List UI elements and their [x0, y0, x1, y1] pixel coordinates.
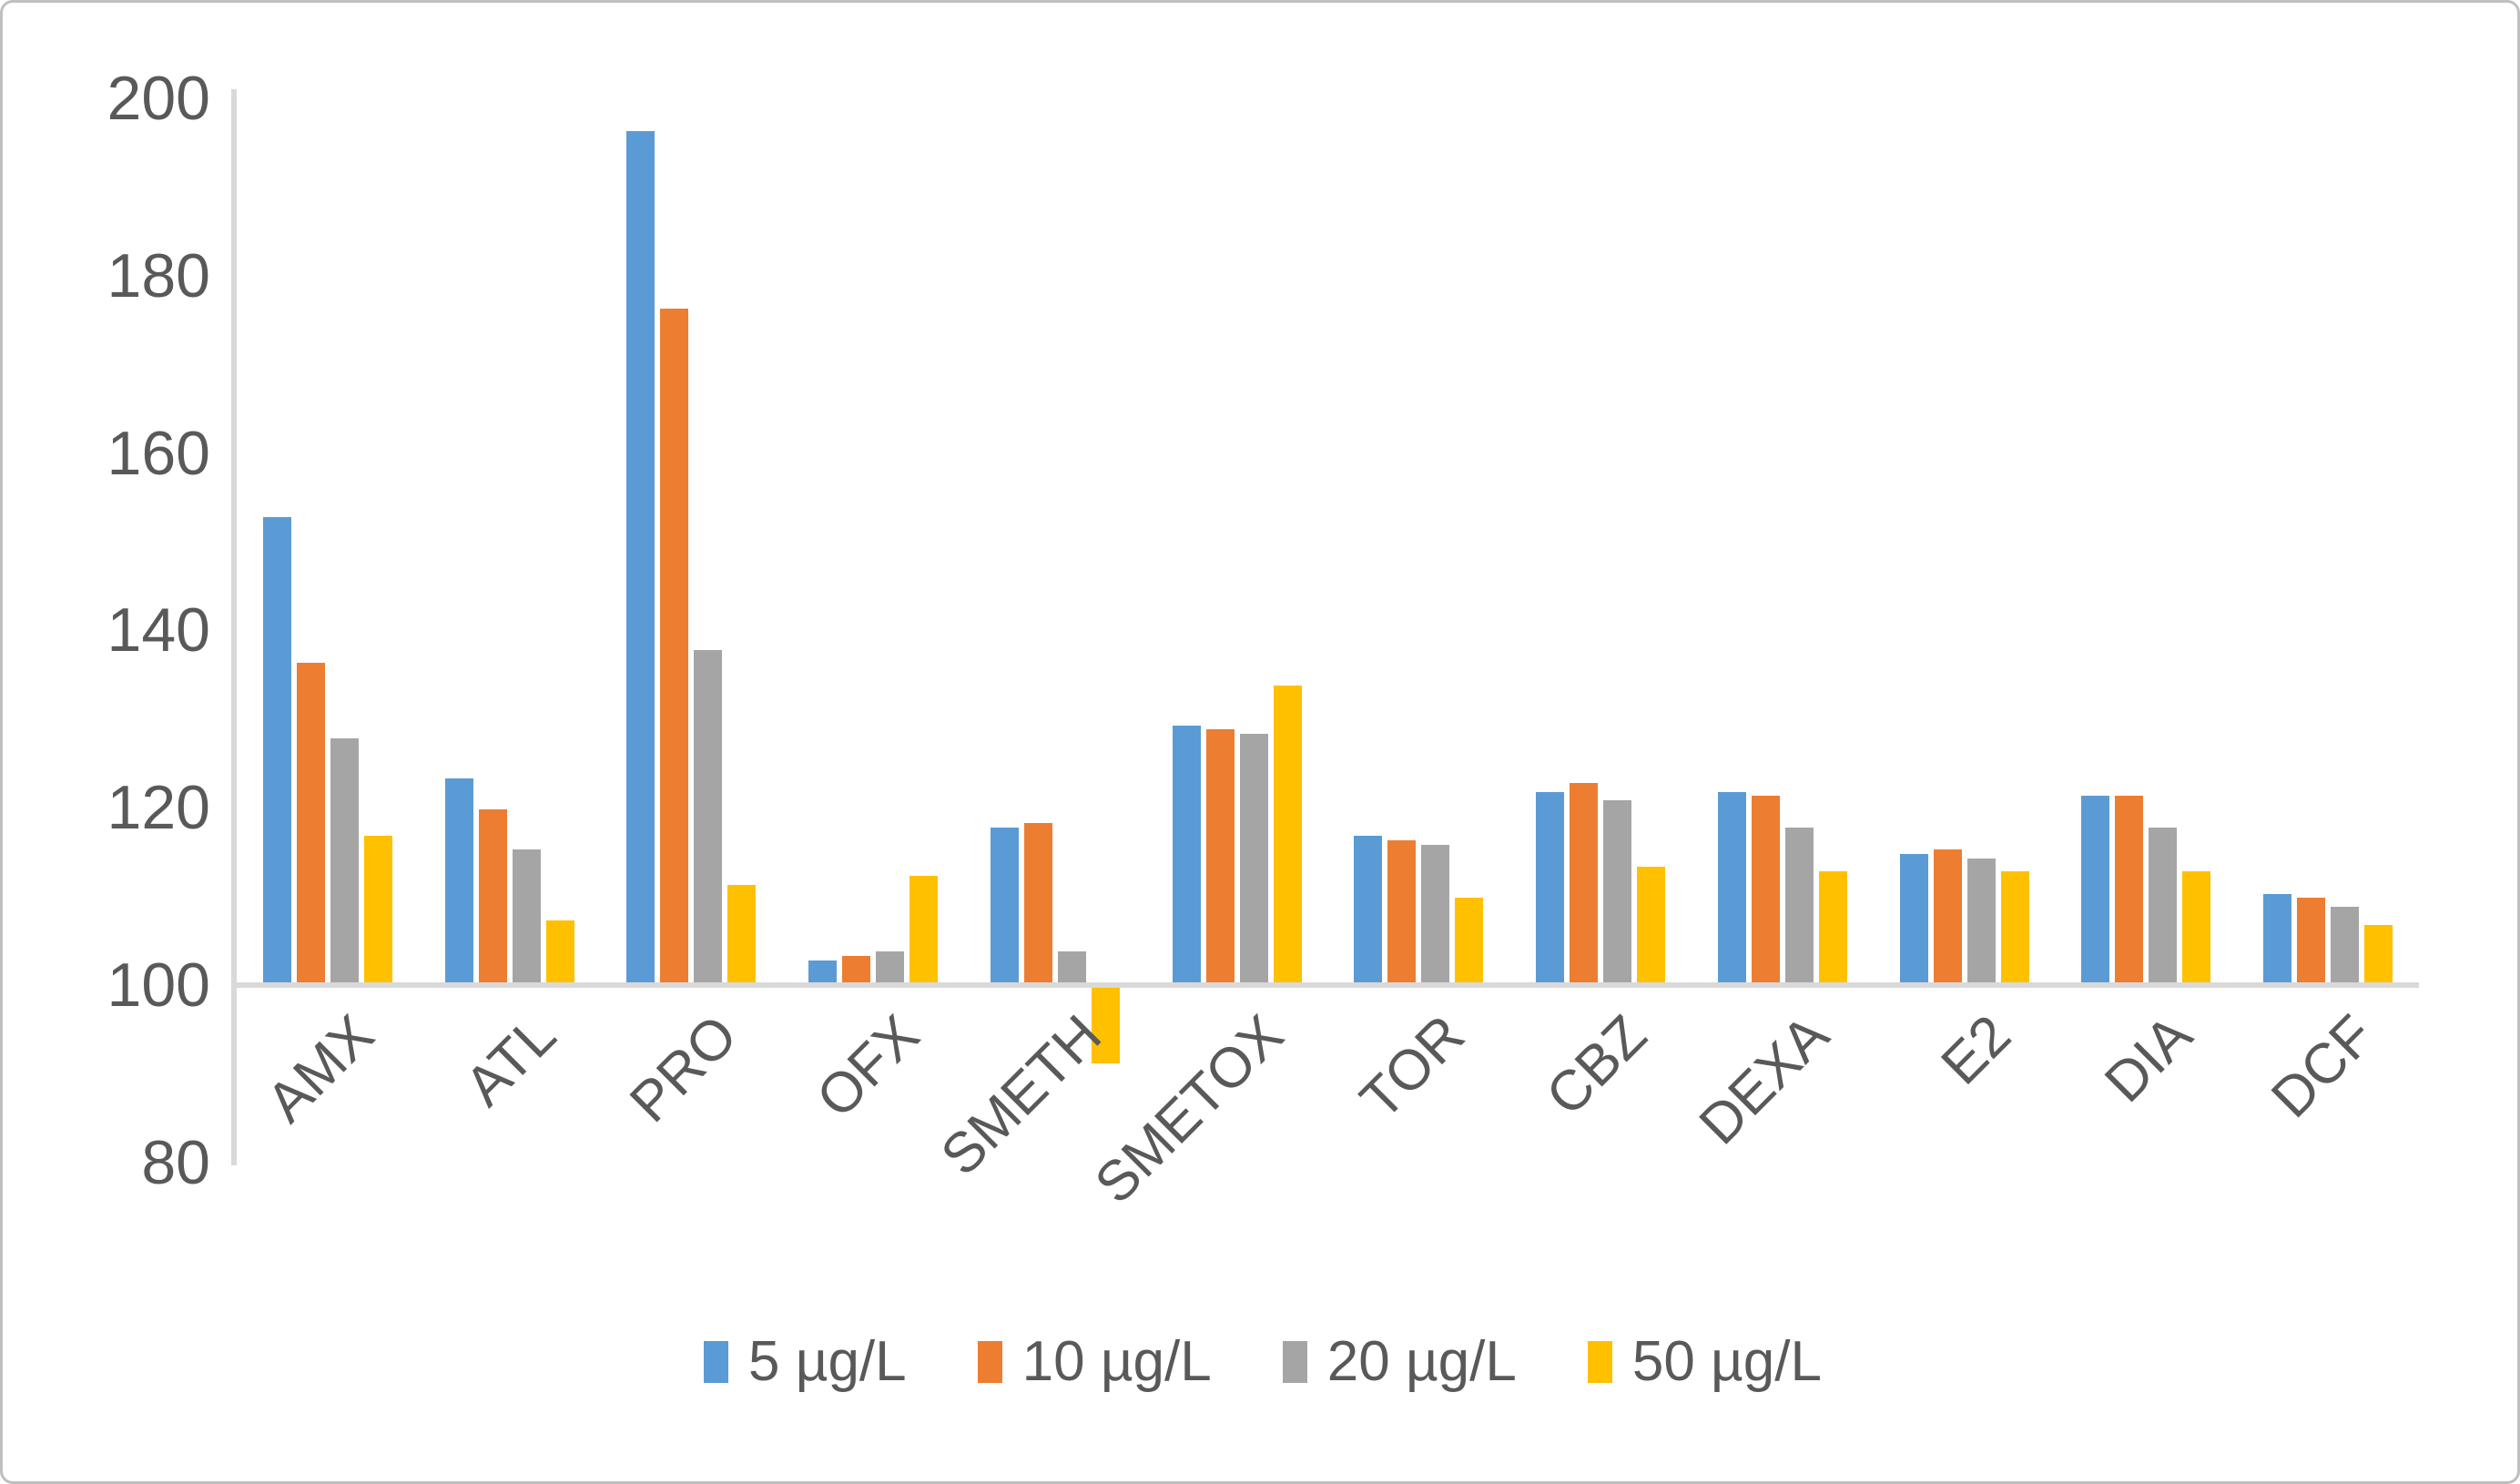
bar-e2-5-µg-l — [1899, 853, 1928, 982]
bar-pro-10-µg-l — [660, 308, 689, 982]
bar-atl-5-µg-l — [444, 778, 473, 982]
plot-area: 200 180 160 140 120 100 80 AMX ATL PRO OFX SMETH SM… — [3, 3, 2517, 1481]
bar-smetox-20-µg-l — [1239, 734, 1268, 982]
y-tick-label: 80 — [141, 1127, 210, 1197]
bar-dexa-5-µg-l — [1717, 791, 1746, 982]
bar-dcf-10-µg-l — [2297, 898, 2326, 982]
legend-swatch-icon — [977, 1341, 1002, 1383]
bar-tor-10-µg-l — [1387, 840, 1417, 982]
bar-amx-20-µg-l — [330, 738, 359, 982]
bar-e2-50-µg-l — [2000, 871, 2029, 982]
category-label-amx: AMX — [255, 1003, 386, 1134]
category-label-dexa: DEXA — [1687, 1003, 1841, 1157]
bar-smetox-10-µg-l — [1205, 729, 1235, 982]
bar-dexa-20-µg-l — [1784, 827, 1814, 982]
bar-amx-50-µg-l — [363, 836, 392, 982]
y-tick-label: 140 — [107, 595, 210, 666]
bar-e2-20-µg-l — [1966, 858, 1996, 982]
bar-dcf-5-µg-l — [2263, 893, 2292, 982]
bar-dcf-50-µg-l — [2364, 924, 2393, 982]
x-axis-baseline — [231, 982, 2419, 988]
category-label-ofx: OFX — [805, 1003, 932, 1131]
bar-tor-50-µg-l — [1455, 898, 1484, 982]
bar-ofx-10-µg-l — [842, 955, 871, 982]
y-tick-label: 200 — [107, 64, 210, 133]
bar-dia-20-µg-l — [2149, 827, 2178, 982]
y-tick-label: 120 — [107, 773, 210, 843]
bar-dia-50-µg-l — [2182, 871, 2211, 982]
legend-label: 5 µg/L — [748, 1330, 907, 1393]
legend-item-20-µg-l: 20 µg/L — [1282, 1330, 1517, 1393]
legend-label: 50 µg/L — [1631, 1330, 1822, 1393]
legend: 5 µg/L 10 µg/L 20 µg/L 50 µg/L — [3, 1321, 2517, 1403]
bar-ofx-20-µg-l — [876, 950, 905, 982]
y-axis-line — [231, 89, 237, 1165]
bar-smetox-50-µg-l — [1273, 685, 1302, 982]
bar-ofx-50-µg-l — [909, 876, 939, 982]
bar-smeth-10-µg-l — [1023, 822, 1052, 982]
bar-dia-10-µg-l — [2115, 796, 2144, 982]
y-tick-label: 160 — [107, 418, 210, 488]
bar-e2-10-µg-l — [1933, 849, 1962, 982]
bar-ofx-5-µg-l — [808, 960, 838, 982]
category-label-atl: ATL — [452, 1003, 568, 1119]
bar-atl-50-µg-l — [545, 920, 574, 982]
category-label-dcf: DCF — [2260, 1003, 2387, 1131]
y-tick-label: 100 — [107, 950, 210, 1020]
bar-smeth-50-µg-l — [1091, 988, 1120, 1063]
legend-item-50-µg-l: 50 µg/L — [1587, 1330, 1822, 1393]
category-label-e2: E2 — [1929, 1003, 2023, 1097]
bar-dcf-20-µg-l — [2331, 907, 2360, 982]
legend-swatch-icon — [704, 1341, 729, 1383]
bar-pro-20-µg-l — [694, 649, 723, 982]
bar-smeth-5-µg-l — [990, 827, 1019, 982]
bar-cbz-10-µg-l — [1570, 782, 1599, 982]
category-label-dia: DIA — [2093, 1003, 2205, 1115]
bar-dexa-10-µg-l — [1751, 796, 1780, 982]
category-label-pro: PRO — [618, 1003, 750, 1134]
legend-item-5-µg-l: 5 µg/L — [704, 1334, 907, 1390]
bar-amx-5-µg-l — [262, 516, 291, 982]
bar-cbz-50-µg-l — [1637, 867, 1666, 982]
bar-dia-5-µg-l — [2081, 796, 2110, 982]
bar-smeth-20-µg-l — [1057, 950, 1086, 982]
bar-dexa-50-µg-l — [1818, 871, 1847, 982]
bar-tor-5-µg-l — [1354, 836, 1383, 982]
bar-pro-50-µg-l — [727, 884, 757, 982]
y-tick-label: 180 — [107, 240, 210, 310]
bar-atl-10-µg-l — [478, 809, 507, 982]
bar-pro-5-µg-l — [626, 130, 655, 982]
bar-cbz-5-µg-l — [1536, 791, 1565, 982]
legend-label: 10 µg/L — [1021, 1330, 1212, 1393]
bar-amx-10-µg-l — [296, 663, 325, 982]
bar-cbz-20-µg-l — [1603, 800, 1632, 982]
legend-swatch-icon — [1282, 1341, 1307, 1383]
legend-item-10-µg-l: 10 µg/L — [977, 1330, 1212, 1393]
bar-atl-20-µg-l — [512, 849, 541, 982]
bar-smetox-5-µg-l — [1172, 725, 1201, 982]
legend-label: 20 µg/L — [1326, 1330, 1517, 1393]
category-label-tor: TOR — [1348, 1003, 1478, 1132]
legend-swatch-icon — [1587, 1341, 1612, 1383]
category-label-cbz: CBZ — [1534, 1003, 1660, 1128]
bar-tor-20-µg-l — [1421, 845, 1450, 982]
category-label-smeth: SMETH — [929, 1003, 1113, 1188]
